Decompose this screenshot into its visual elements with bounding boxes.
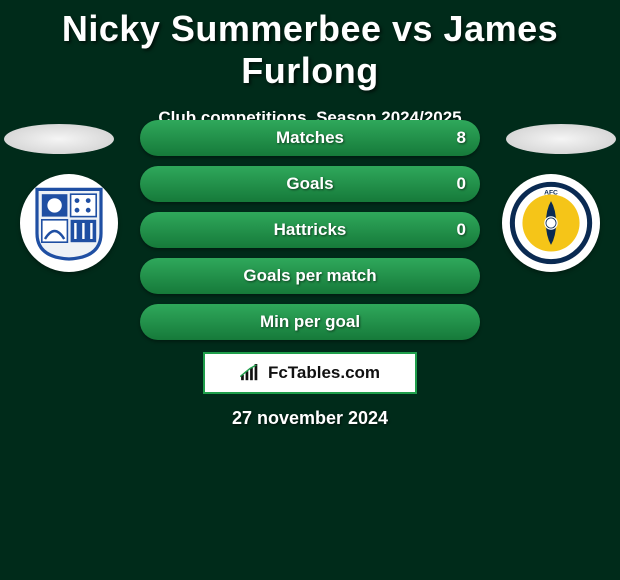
stat-row-goals-per-match: Goals per match bbox=[140, 258, 480, 294]
stat-label: Hattricks bbox=[274, 220, 347, 240]
stat-row-matches: Matches 8 bbox=[140, 120, 480, 156]
brand-text: FcTables.com bbox=[268, 363, 380, 383]
svg-text:AFC: AFC bbox=[544, 189, 558, 196]
stat-right-value: 0 bbox=[457, 174, 466, 194]
club-crest-right: AFC bbox=[502, 174, 600, 272]
stat-right-value: 8 bbox=[457, 128, 466, 148]
stat-right-value: 0 bbox=[457, 220, 466, 240]
bar-chart-icon bbox=[240, 364, 262, 382]
stats-list: Matches 8 Goals 0 Hattricks 0 Goals per … bbox=[140, 120, 480, 340]
stat-label: Matches bbox=[276, 128, 344, 148]
stat-row-goals: Goals 0 bbox=[140, 166, 480, 202]
stat-label: Goals per match bbox=[243, 266, 376, 286]
brand-badge: FcTables.com bbox=[203, 352, 417, 394]
page-title: Nicky Summerbee vs James Furlong bbox=[0, 0, 620, 92]
stat-label: Goals bbox=[286, 174, 333, 194]
club-crest-left bbox=[20, 174, 118, 272]
player-left-ellipse bbox=[4, 124, 114, 154]
player-right-ellipse bbox=[506, 124, 616, 154]
wimbledon-crest-icon: AFC bbox=[509, 181, 593, 265]
tranmere-crest-icon bbox=[29, 183, 109, 263]
stat-label: Min per goal bbox=[260, 312, 360, 332]
stat-row-hattricks: Hattricks 0 bbox=[140, 212, 480, 248]
date-text: 27 november 2024 bbox=[0, 408, 620, 429]
stat-row-min-per-goal: Min per goal bbox=[140, 304, 480, 340]
